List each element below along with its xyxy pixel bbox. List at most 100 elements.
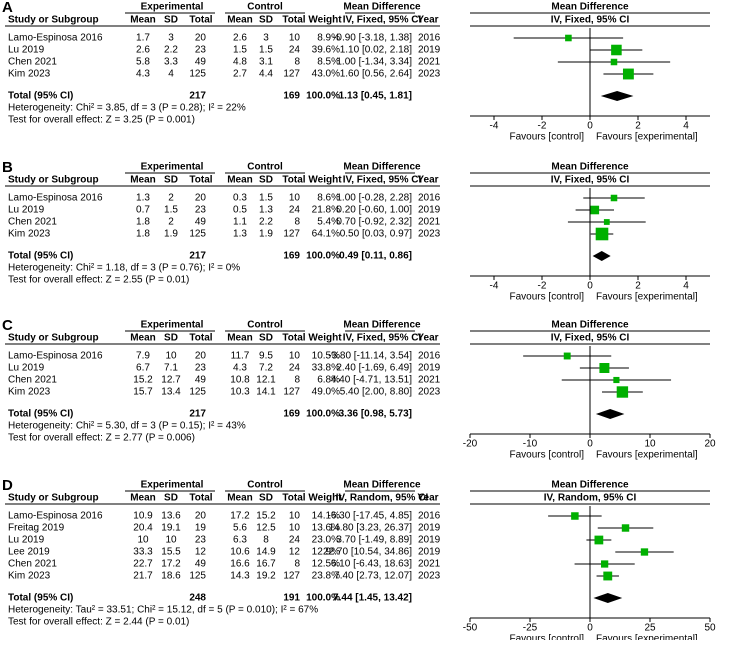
table-cell: 20.4 bbox=[133, 523, 153, 534]
forest-panel: C Experimental Control Mean Difference Mean … bbox=[2, 317, 716, 461]
x-tick-label: 0 bbox=[587, 281, 593, 292]
table-cell: 125 bbox=[189, 229, 206, 240]
column-header: SD bbox=[259, 493, 273, 504]
group-header: Mean Difference bbox=[343, 2, 421, 13]
total-cell: 217 bbox=[189, 91, 206, 102]
group-header: Experimental bbox=[141, 480, 204, 491]
table-cell: 12.5% bbox=[312, 559, 340, 570]
effect-square bbox=[595, 227, 609, 241]
table-cell: 2.6 bbox=[136, 45, 150, 56]
x-tick-label: -2 bbox=[538, 121, 547, 132]
table-cell: 23.0% bbox=[312, 535, 340, 546]
table-cell: 39.6% bbox=[312, 45, 340, 56]
table-cell: 0.50 [0.03, 0.97] bbox=[340, 229, 413, 240]
column-header: SD bbox=[259, 333, 273, 344]
table-cell: 20 bbox=[195, 351, 207, 362]
forest-panel: B Experimental Control Mean Difference Mean … bbox=[2, 159, 710, 303]
table-cell: 49 bbox=[195, 375, 207, 386]
favours-left: Favours [control] bbox=[510, 292, 585, 303]
table-cell: 64.1% bbox=[312, 229, 340, 240]
overall-effect: Test for overall effect: Z = 3.25 (P = 0… bbox=[8, 115, 195, 126]
table-cell: 2021 bbox=[418, 375, 441, 386]
column-header: IV, Fixed, 95% CI bbox=[551, 15, 630, 26]
table-cell: 4.8 bbox=[233, 57, 247, 68]
table-cell: Chen 2021 bbox=[8, 217, 57, 228]
x-tick-label: -2 bbox=[538, 281, 547, 292]
column-header: SD bbox=[164, 493, 178, 504]
table-cell: 2019 bbox=[418, 523, 441, 534]
table-cell: 10.3 bbox=[230, 387, 250, 398]
table-cell: Lee 2019 bbox=[8, 547, 50, 558]
heterogeneity: Heterogeneity: Chi² = 1.18, df = 3 (P = … bbox=[8, 263, 240, 274]
table-cell: Lu 2019 bbox=[8, 363, 45, 374]
table-cell: 9.5 bbox=[259, 351, 273, 362]
heterogeneity: Heterogeneity: Chi² = 3.85, df = 3 (P = … bbox=[8, 103, 246, 114]
table-cell: 15.7 bbox=[133, 387, 153, 398]
table-cell: 5.8 bbox=[136, 57, 150, 68]
column-header: Mean bbox=[130, 15, 156, 26]
panel-label: D bbox=[2, 477, 13, 494]
table-cell: 0.5 bbox=[233, 205, 247, 216]
table-cell: 10 bbox=[137, 535, 149, 546]
table-cell: 1.1 bbox=[233, 217, 247, 228]
table-cell: 12.5 bbox=[256, 523, 276, 534]
table-cell: 7.1 bbox=[164, 363, 178, 374]
column-header: IV, Fixed, 95% CI bbox=[551, 333, 630, 344]
table-cell: Chen 2021 bbox=[8, 375, 57, 386]
table-cell: 4.40 [-4.71, 13.51] bbox=[331, 375, 412, 386]
column-header: Study or Subgroup bbox=[8, 175, 99, 186]
table-cell: 2016 bbox=[418, 193, 441, 204]
table-cell: 22.7 bbox=[133, 559, 153, 570]
table-cell: 8.9% bbox=[317, 33, 340, 44]
table-cell: Lu 2019 bbox=[8, 205, 45, 216]
table-cell: Lamo-Espinosa 2016 bbox=[8, 511, 103, 522]
table-cell: 0.3 bbox=[233, 193, 247, 204]
table-cell: 2.7 bbox=[233, 69, 247, 80]
table-cell: Lu 2019 bbox=[8, 45, 45, 56]
table-cell: 20 bbox=[195, 511, 207, 522]
panel-label: B bbox=[2, 159, 13, 176]
total-cell: 100.0% bbox=[306, 91, 340, 102]
column-header: Weight bbox=[308, 175, 342, 186]
table-cell: 1.3 bbox=[136, 193, 150, 204]
summary-diamond bbox=[593, 593, 623, 603]
table-cell: 13.6% bbox=[312, 523, 340, 534]
group-header: Control bbox=[247, 162, 283, 173]
table-cell: 10.8 bbox=[230, 375, 250, 386]
table-cell: 2.2 bbox=[164, 45, 178, 56]
table-cell: 23 bbox=[195, 535, 207, 546]
table-cell: 21.8% bbox=[312, 205, 340, 216]
table-cell: 8 bbox=[294, 559, 300, 570]
table-cell: 6.10 [-6.43, 18.63] bbox=[331, 559, 412, 570]
table-cell: 14.1% bbox=[312, 511, 340, 522]
table-cell: 15.2 bbox=[133, 375, 153, 386]
table-cell: 16.7 bbox=[256, 559, 276, 570]
total-cell: Total (95% CI) bbox=[8, 409, 73, 420]
table-cell: 2016 bbox=[418, 351, 441, 362]
column-header: Study or Subgroup bbox=[8, 493, 99, 504]
table-cell: 8.6% bbox=[317, 193, 340, 204]
favours-left: Favours [control] bbox=[510, 132, 585, 143]
column-header: Mean bbox=[130, 175, 156, 186]
favours-right: Favours [experimental] bbox=[596, 450, 698, 461]
column-header: IV, Fixed, 95% CI bbox=[551, 175, 630, 186]
table-cell: 2016 bbox=[418, 33, 441, 44]
group-header: Mean Difference bbox=[551, 2, 629, 13]
table-cell: 5.4% bbox=[317, 217, 340, 228]
table-cell: 127 bbox=[283, 69, 300, 80]
table-cell: 2019 bbox=[418, 205, 441, 216]
table-cell: 1.5 bbox=[259, 45, 273, 56]
effect-square bbox=[621, 524, 630, 532]
table-cell: 6.8% bbox=[317, 375, 340, 386]
table-cell: 21.7 bbox=[133, 571, 153, 582]
table-cell: 3.1 bbox=[259, 57, 273, 68]
effect-square bbox=[563, 352, 571, 360]
x-tick-label: 0 bbox=[587, 121, 593, 132]
column-header: Weight bbox=[308, 15, 342, 26]
table-cell: 19.2 bbox=[256, 571, 276, 582]
table-cell: 4.3 bbox=[233, 363, 247, 374]
table-cell: Chen 2021 bbox=[8, 57, 57, 68]
table-cell: 2023 bbox=[418, 387, 441, 398]
table-cell: 13.4 bbox=[161, 387, 181, 398]
total-cell: 7.44 [1.45, 13.42] bbox=[333, 593, 412, 604]
